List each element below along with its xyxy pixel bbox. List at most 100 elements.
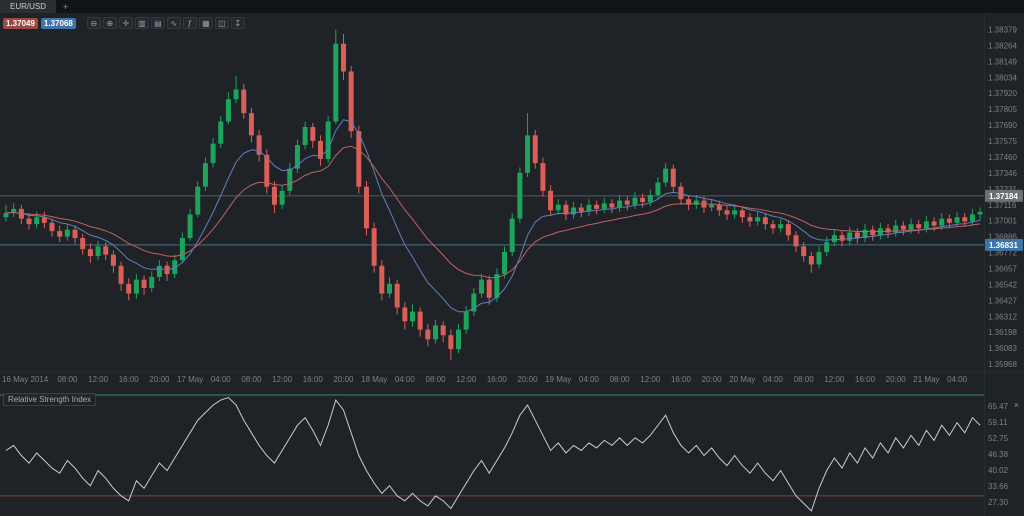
candle-body: [540, 163, 546, 191]
candle-body: [287, 168, 293, 191]
candle-body: [801, 246, 807, 257]
candle-body: [908, 224, 914, 230]
indicator-label[interactable]: Relative Strength Index: [3, 393, 97, 406]
time-axis-label: 16:00: [671, 375, 692, 384]
candle-body: [555, 204, 561, 211]
candle-body: [716, 204, 722, 211]
candle-body: [294, 145, 300, 169]
price-axis-label: 1.36312: [988, 312, 1017, 321]
candle-body: [218, 121, 224, 144]
new-tab-button[interactable]: +: [57, 0, 76, 13]
candle-body: [916, 224, 922, 229]
candle-body: [839, 235, 845, 241]
time-axis-label: 12:00: [640, 375, 661, 384]
candle-body: [962, 217, 968, 222]
candle-body: [118, 265, 124, 284]
bar-chart-type-icon[interactable]: ▤: [150, 17, 165, 29]
candle-body: [87, 249, 93, 257]
price-axis-label: 1.37231: [988, 185, 1017, 194]
price-axis-label: 1.38149: [988, 57, 1017, 66]
crosshair-icon[interactable]: ✛: [118, 17, 133, 29]
candle-body: [594, 204, 600, 209]
candle-body: [26, 218, 32, 225]
zoom-out-icon[interactable]: ⊖: [86, 17, 101, 29]
indicator-close-icon[interactable]: ×: [1013, 400, 1019, 410]
candle-body: [126, 283, 132, 294]
line-chart-type-icon[interactable]: ∿: [166, 17, 181, 29]
candle-body: [517, 172, 523, 219]
candle-body: [640, 197, 646, 202]
candle-body: [225, 99, 231, 122]
candlestick-type-icon[interactable]: ▥: [134, 17, 149, 29]
candle-body: [548, 190, 554, 211]
rsi-axis-label: 40.02: [988, 466, 1009, 475]
candle-body: [709, 204, 715, 208]
candle-body: [571, 207, 577, 215]
candle-body: [831, 235, 837, 243]
zoom-in-icon[interactable]: ⊕: [102, 17, 117, 29]
candle-body: [532, 135, 538, 164]
candle-body: [72, 229, 78, 239]
ma-fast-line: [5, 119, 981, 313]
price-axis-label: 1.35968: [988, 360, 1017, 369]
candle-body: [348, 71, 354, 132]
candle-body: [302, 127, 308, 146]
candle-body: [923, 221, 929, 229]
candle-body: [632, 197, 638, 205]
candle-body: [356, 131, 362, 187]
candle-body: [425, 329, 431, 340]
candle-body: [762, 217, 768, 225]
price-axis-label: 1.36886: [988, 233, 1017, 242]
rsi-axis-label: 46.38: [988, 450, 1009, 459]
tab-eurusd[interactable]: EUR/USD: [0, 0, 58, 13]
candle-body: [670, 168, 676, 187]
price-axis-label: 1.36427: [988, 296, 1017, 305]
candle-body: [486, 279, 492, 298]
time-axis-label: 04:00: [579, 375, 600, 384]
price-axis-label: 1.36542: [988, 280, 1017, 289]
candle-body: [279, 190, 285, 205]
candle-body: [601, 203, 607, 209]
grid-icon[interactable]: ▦: [198, 17, 213, 29]
candle-body: [778, 224, 784, 229]
candle-body: [187, 214, 193, 239]
ma-slow-line: [5, 145, 981, 279]
chart-toolbar: 1.37049 1.37068 ⊖ ⊕ ✛ ▥ ▤ ∿ ƒ ▦ ◫ ↧: [3, 17, 245, 29]
time-axis-label: 08:00: [57, 375, 78, 384]
candle-body: [387, 283, 392, 294]
candle-body: [379, 265, 385, 294]
price-level-badge-text: 1.37184: [989, 192, 1018, 201]
candle-body: [808, 256, 814, 265]
candle-body: [747, 217, 753, 222]
time-axis-label: 12:00: [88, 375, 109, 384]
candle-body: [854, 232, 860, 239]
time-axis-label: 12:00: [824, 375, 845, 384]
candle-body: [156, 265, 162, 277]
price-axis-label: 1.36083: [988, 344, 1017, 353]
price-axis-label: 1.36772: [988, 249, 1017, 258]
ask-price-badge[interactable]: 1.37068: [40, 17, 76, 29]
candle-body: [678, 186, 684, 200]
candle-body: [785, 224, 791, 236]
candle-body: [578, 207, 584, 212]
candle-body: [340, 43, 346, 72]
download-icon[interactable]: ↧: [230, 17, 245, 29]
indicators-icon[interactable]: ƒ: [182, 17, 197, 29]
candle-body: [195, 186, 201, 215]
candle-body: [655, 182, 661, 196]
candle-body: [494, 274, 500, 298]
time-axis-label: 16:00: [855, 375, 876, 384]
time-axis-label: 20:00: [702, 375, 723, 384]
candle-body: [133, 279, 139, 294]
candle-body: [755, 217, 761, 222]
price-axis-label: 1.37690: [988, 121, 1017, 130]
candle-body: [264, 154, 270, 187]
chart-area: 1.38379 1.38264 1.38149 1.38034 1.37920 1.378…: [0, 13, 1024, 516]
price-chart[interactable]: 1.38379 1.38264 1.38149 1.38034 1.37920 1.378…: [0, 13, 1024, 516]
candle-body: [256, 135, 262, 155]
time-axis-label: 16:00: [303, 375, 324, 384]
snapshot-icon[interactable]: ◫: [214, 17, 229, 29]
candle-body: [732, 210, 738, 215]
bid-price-badge[interactable]: 1.37049: [3, 17, 38, 29]
candle-body: [202, 163, 208, 187]
